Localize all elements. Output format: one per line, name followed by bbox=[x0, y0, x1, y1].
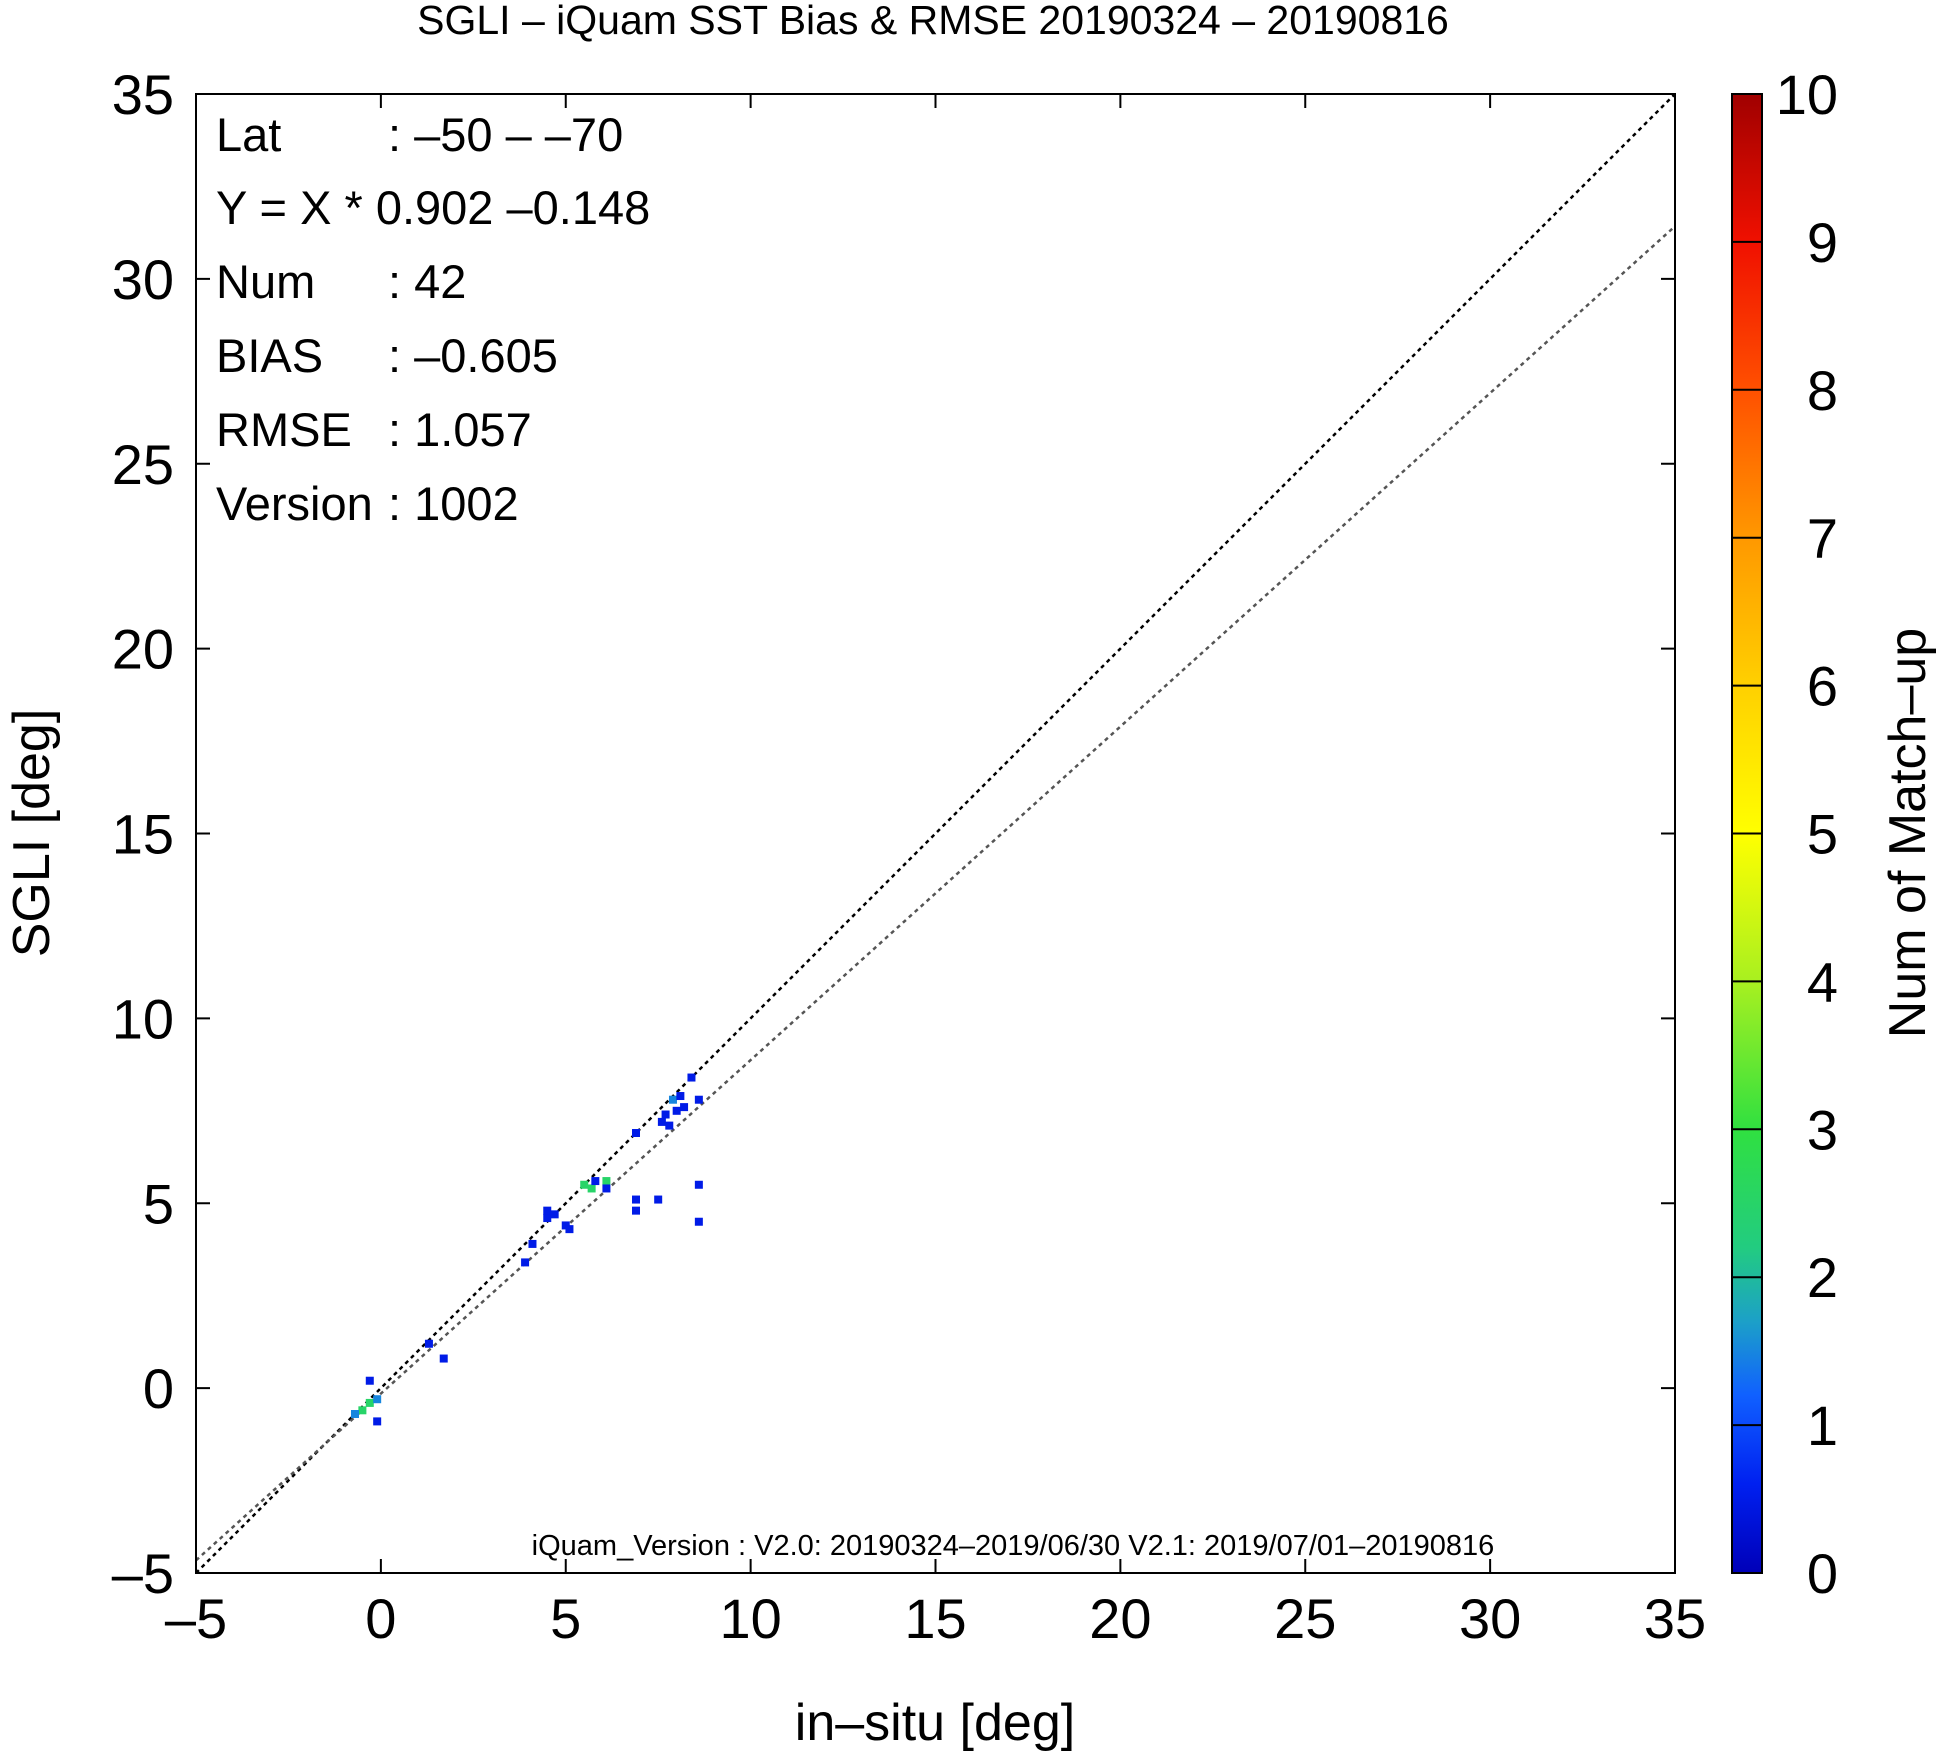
data-point bbox=[580, 1180, 589, 1189]
data-point bbox=[657, 1117, 666, 1126]
data-point bbox=[373, 1417, 382, 1426]
stat-version-value: : 1002 bbox=[388, 477, 519, 530]
data-point bbox=[587, 1184, 596, 1193]
y-tick-label: 5 bbox=[143, 1172, 174, 1235]
colorbar-tick-label: 0 bbox=[1807, 1542, 1838, 1605]
data-point bbox=[543, 1206, 552, 1215]
reference-lines bbox=[196, 94, 1675, 1573]
x-tick-label: 25 bbox=[1274, 1587, 1336, 1650]
data-point bbox=[694, 1217, 703, 1226]
colorbar-label: Num of Match–up bbox=[1879, 628, 1937, 1038]
colorbar-tick-label: 7 bbox=[1807, 507, 1838, 570]
chart-title: SGLI – iQuam SST Bias & RMSE 20190324 – … bbox=[417, 0, 1449, 43]
data-point bbox=[591, 1177, 600, 1186]
colorbar-tick-label: 6 bbox=[1807, 655, 1838, 718]
y-tick-label: 0 bbox=[143, 1357, 174, 1420]
regression-line bbox=[196, 225, 1675, 1562]
data-point bbox=[565, 1225, 574, 1234]
y-tick-label: –5 bbox=[112, 1542, 174, 1605]
data-point bbox=[668, 1095, 677, 1104]
y-tick-label: 35 bbox=[112, 63, 174, 126]
stat-lat-value: : –50 – –70 bbox=[388, 108, 623, 161]
colorbar-tick-label: 9 bbox=[1807, 211, 1838, 274]
x-axis-label: in–situ [deg] bbox=[795, 1694, 1075, 1752]
y-tick-label: 30 bbox=[112, 248, 174, 311]
colorbar-tick-label: 3 bbox=[1807, 1098, 1838, 1161]
colorbar-tick-label: 2 bbox=[1807, 1246, 1838, 1309]
data-point bbox=[680, 1103, 689, 1112]
data-point bbox=[439, 1354, 448, 1363]
stat-num-label: Num bbox=[216, 255, 315, 308]
one-to-one-line bbox=[196, 94, 1675, 1573]
data-point bbox=[661, 1110, 670, 1119]
iquam-version-note: iQuam_Version : V2.0: 20190324–2019/06/3… bbox=[532, 1530, 1495, 1562]
data-point bbox=[373, 1395, 382, 1404]
data-point bbox=[632, 1128, 641, 1137]
data-point bbox=[602, 1177, 611, 1186]
stat-lat-label: Lat bbox=[216, 108, 281, 161]
data-point bbox=[365, 1376, 374, 1385]
stat-bias-label: BIAS bbox=[216, 329, 323, 382]
x-tick-label: 35 bbox=[1644, 1587, 1706, 1650]
colorbar-tick-label: 5 bbox=[1807, 803, 1838, 866]
y-axis-ticks: –5 0 5 10 15 20 25 30 35 bbox=[112, 63, 1675, 1605]
data-point bbox=[521, 1258, 530, 1267]
y-tick-label: 10 bbox=[112, 987, 174, 1050]
x-tick-label: –5 bbox=[165, 1587, 227, 1650]
scatter-points bbox=[350, 1073, 703, 1426]
x-tick-label: 0 bbox=[365, 1587, 396, 1650]
x-tick-label: 20 bbox=[1089, 1587, 1151, 1650]
data-point bbox=[365, 1398, 374, 1407]
data-point bbox=[676, 1092, 685, 1101]
data-point bbox=[424, 1339, 433, 1348]
data-point bbox=[543, 1214, 552, 1223]
colorbar-tick-label: 8 bbox=[1807, 359, 1838, 422]
x-tick-label: 15 bbox=[904, 1587, 966, 1650]
stat-rmse-label: RMSE bbox=[216, 403, 352, 456]
stat-bias-value: : –0.605 bbox=[388, 329, 558, 382]
colorbar-tick-label: 10 bbox=[1776, 63, 1838, 126]
stats-box: Lat : –50 – –70 Y = X * 0.902 –0.148 Num… bbox=[216, 108, 650, 530]
data-point bbox=[632, 1195, 641, 1204]
x-tick-label: 10 bbox=[719, 1587, 781, 1650]
data-point bbox=[694, 1095, 703, 1104]
y-axis-label: SGLI [deg] bbox=[3, 709, 61, 958]
y-tick-label: 15 bbox=[112, 803, 174, 866]
data-point bbox=[358, 1406, 367, 1415]
data-point bbox=[528, 1239, 537, 1248]
stat-num-value: : 42 bbox=[388, 255, 466, 308]
y-tick-label: 20 bbox=[112, 618, 174, 681]
x-axis-ticks: –5 0 5 10 15 20 25 30 35 bbox=[165, 94, 1706, 1650]
colorbar-tick-label: 1 bbox=[1807, 1394, 1838, 1457]
stat-regression-equation: Y = X * 0.902 –0.148 bbox=[216, 181, 650, 234]
colorbar-tick-label: 4 bbox=[1807, 950, 1838, 1013]
stat-rmse-value: : 1.057 bbox=[388, 403, 532, 456]
colorbar-ticks: 0 1 2 3 4 5 6 7 8 9 10 bbox=[1732, 63, 1838, 1605]
data-point bbox=[687, 1073, 696, 1082]
data-point bbox=[632, 1206, 641, 1215]
data-point bbox=[694, 1180, 703, 1189]
data-point bbox=[602, 1184, 611, 1193]
data-point bbox=[665, 1121, 674, 1130]
data-point bbox=[550, 1210, 559, 1219]
y-tick-label: 25 bbox=[112, 433, 174, 496]
colorbar: 0 1 2 3 4 5 6 7 8 9 10 Num of Match–up bbox=[1731, 63, 1937, 1605]
data-point bbox=[672, 1106, 681, 1115]
x-tick-label: 5 bbox=[550, 1587, 581, 1650]
stat-version-label: Version bbox=[216, 477, 373, 530]
x-tick-label: 30 bbox=[1459, 1587, 1521, 1650]
data-point bbox=[350, 1410, 359, 1419]
data-point bbox=[654, 1195, 663, 1204]
